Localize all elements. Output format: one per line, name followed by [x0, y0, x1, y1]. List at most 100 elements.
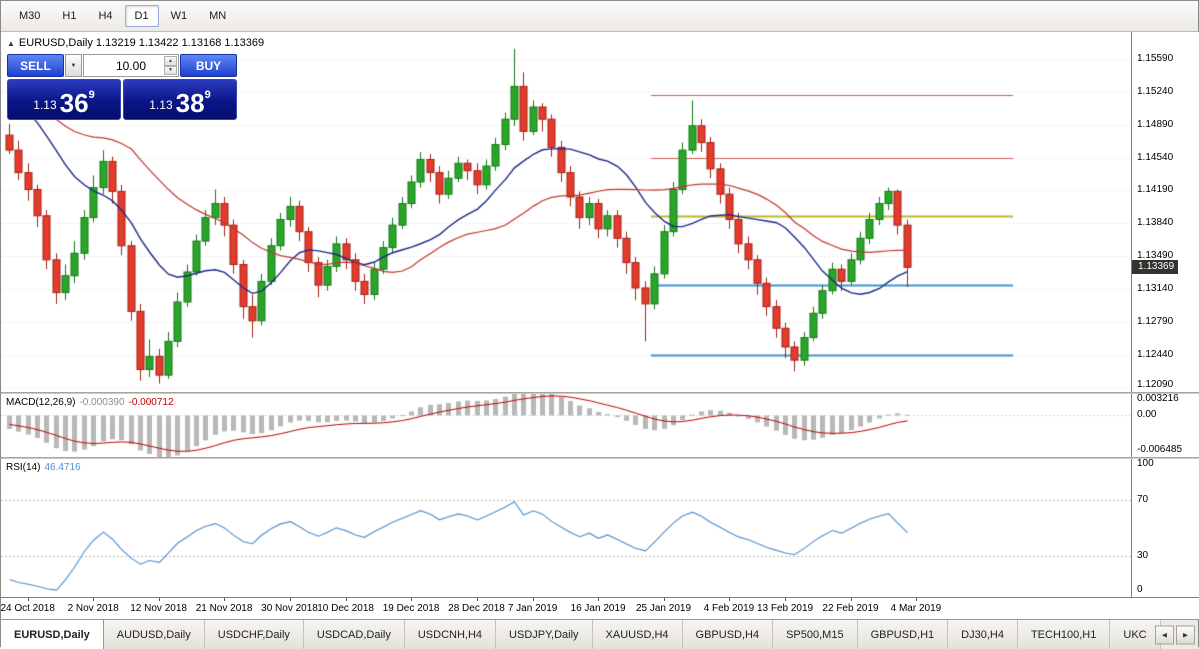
timeframe-button-w1[interactable]: W1	[170, 10, 188, 22]
macd-axis-label: 0.00	[1137, 408, 1157, 420]
timeframe-button-h1[interactable]: H1	[62, 10, 77, 22]
price-axis-label: 1.15590	[1137, 53, 1174, 65]
price-axis-label: 1.15240	[1137, 86, 1174, 97]
timeframe-button-d1[interactable]: D1	[124, 5, 159, 27]
volume-decrease-button[interactable]: ▼	[164, 65, 177, 75]
time-axis-label: 30 Nov 2018	[261, 603, 318, 614]
chart-tab-tech100-h1[interactable]: TECH100,H1	[1017, 620, 1111, 649]
time-axis-tick	[785, 598, 787, 601]
macd-name: MACD(12,26,9)	[6, 397, 76, 408]
price-axis-label: 1.13140	[1137, 282, 1174, 294]
time-axis: 24 Oct 2018 2 Nov 2018 12 Nov 2018 21 Nov 2…	[0, 597, 1199, 619]
buy-price-main: 38	[175, 88, 205, 118]
chart-tab-dj30-h4[interactable]: DJ30,H4	[948, 620, 1018, 649]
collapse-panel-icon[interactable]: ▲	[7, 39, 15, 48]
price-axis-label: 1.14190	[1137, 184, 1174, 196]
time-axis-tick	[411, 598, 413, 601]
time-axis-tick	[476, 598, 478, 601]
time-axis-label: 19 Dec 2018	[382, 603, 440, 614]
time-axis-label: 24 Oct 2018	[0, 603, 55, 614]
buy-price-pip: 9	[204, 89, 211, 101]
time-axis-label: 4 Feb 2019	[703, 603, 755, 614]
chart-tab-audusd-daily[interactable]: AUDUSD,Daily	[103, 620, 205, 649]
chart-tab-ukc[interactable]: UKC	[1110, 620, 1161, 649]
time-axis-label: 12 Nov 2018	[130, 603, 187, 614]
panel-splitter[interactable]	[1, 392, 1199, 394]
sell-price-pip: 9	[88, 89, 95, 101]
volume-spinner: ▲ ▼	[164, 56, 177, 75]
rsi-axis-label: 100	[1137, 459, 1154, 469]
chart-tab-usdjpy-daily[interactable]: USDJPY,Daily	[496, 620, 593, 649]
time-axis-tick	[915, 598, 917, 601]
sell-price-display[interactable]: 1.13 36 9	[7, 79, 121, 120]
chart-tab-bar: EURUSD,Daily AUDUSD,Daily USDCHF,Daily USDC…	[1, 619, 1198, 649]
rsi-axis-label: 70	[1137, 494, 1149, 506]
time-axis-label: 28 Dec 2018	[448, 603, 505, 614]
macd-panel: 0.003216 0.00 -0.006485 MACD(12,26,9) -0.00…	[1, 394, 1199, 457]
time-axis-tick	[850, 598, 852, 601]
time-axis-tick	[93, 598, 95, 601]
price-axis-label: 1.14890	[1137, 118, 1174, 130]
volume-increase-button[interactable]: ▲	[164, 56, 177, 66]
time-axis-tick	[158, 598, 160, 601]
sell-price-main: 36	[59, 88, 89, 118]
buy-button[interactable]: BUY	[180, 54, 237, 77]
one-click-trading-panel: SELL ▼ 10.00 ▲ ▼ BUY 1.13 36	[7, 54, 237, 120]
chart-tab-gbpusd-h4[interactable]: GBPUSD,H4	[682, 620, 774, 649]
macd-axis: 0.003216 0.00 -0.006485	[1131, 394, 1199, 457]
time-axis-tick	[532, 598, 534, 601]
timeframe-toolbar: M30 H1 H4 D1 W1 MN	[1, 1, 1198, 32]
rsi-axis: 100 70 30 0	[1131, 459, 1199, 597]
time-axis-label: 13 Feb 2019	[756, 603, 814, 614]
price-axis-label: 1.14540	[1137, 151, 1174, 163]
time-axis-label: 22 Feb 2019	[822, 603, 879, 614]
price-axis-label: 1.13840	[1137, 217, 1174, 229]
chart-tab-usdcad-daily[interactable]: USDCAD,Daily	[303, 620, 405, 649]
price-axis-label: 1.12440	[1137, 348, 1174, 360]
volume-value: 10.00	[115, 58, 147, 73]
timeframe-button-m30[interactable]: M30	[19, 10, 41, 22]
price-panel: 1.13369 1.15590 1.15240 1.14890 1.14540 1.14…	[1, 32, 1199, 392]
chart-tab-gbpusd-h1[interactable]: GBPUSD,H1	[857, 620, 949, 649]
macd-signal-value: -0.000712	[128, 397, 174, 408]
chart-tab-usdcnh-h4[interactable]: USDCNH,H4	[404, 620, 497, 649]
macd-canvas[interactable]	[1, 394, 1131, 457]
macd-main-value: -0.000390	[79, 397, 125, 408]
time-axis-tick	[224, 598, 226, 601]
chart-tab-xauusd-h4[interactable]: XAUUSD,H4	[592, 620, 683, 649]
buy-price-display[interactable]: 1.13 38 9	[123, 79, 237, 120]
tab-scroll-buttons: ◄ ►	[1155, 625, 1195, 644]
chart-tab-eurusd-daily[interactable]: EURUSD,Daily	[1, 620, 104, 649]
price-axis-label: 1.12090	[1137, 379, 1174, 390]
time-axis-tick	[598, 598, 600, 601]
tab-scroll-left-button[interactable]: ◄	[1155, 625, 1174, 644]
timeframe-button-h4[interactable]: H4	[98, 10, 113, 22]
time-axis-tick	[728, 598, 730, 601]
time-axis-label: 16 Jan 2019	[570, 603, 626, 614]
rsi-name: RSI(14)	[6, 462, 41, 473]
chart-tab-sp500-m15[interactable]: SP500,M15	[773, 620, 858, 649]
chart-tab-usdchf-daily[interactable]: USDCHF,Daily	[204, 620, 304, 649]
time-axis-label: 4 Mar 2019	[890, 603, 942, 614]
panel-splitter[interactable]	[1, 457, 1199, 459]
volume-input[interactable]: 10.00 ▲ ▼	[83, 54, 179, 77]
rsi-axis-label: 0	[1137, 584, 1143, 595]
time-axis-label: 10 Dec 2018	[317, 603, 374, 614]
tab-scroll-right-button[interactable]: ►	[1176, 625, 1195, 644]
time-axis-label: 2 Nov 2018	[67, 603, 119, 614]
buy-price-prefix: 1.13	[149, 98, 173, 112]
rsi-axis-label: 30	[1137, 549, 1149, 561]
chart-ohlc-label: EURUSD,Daily 1.13219 1.13422 1.13168 1.1…	[18, 37, 265, 49]
time-axis-tick	[345, 598, 347, 601]
macd-label: MACD(12,26,9) -0.000390 -0.000712	[6, 397, 174, 408]
sell-price-prefix: 1.13	[33, 98, 57, 112]
rsi-canvas[interactable]	[1, 459, 1131, 597]
volume-dropdown-button[interactable]: ▼	[65, 54, 82, 77]
trade-prices-row: 1.13 36 9 1.13 38 9	[7, 79, 237, 120]
time-axis-label: 21 Nov 2018	[195, 603, 253, 614]
timeframe-button-mn[interactable]: MN	[209, 10, 227, 22]
time-axis-label: 25 Jan 2019	[635, 603, 692, 614]
sell-button[interactable]: SELL	[7, 54, 64, 77]
time-axis-tick	[27, 598, 29, 601]
